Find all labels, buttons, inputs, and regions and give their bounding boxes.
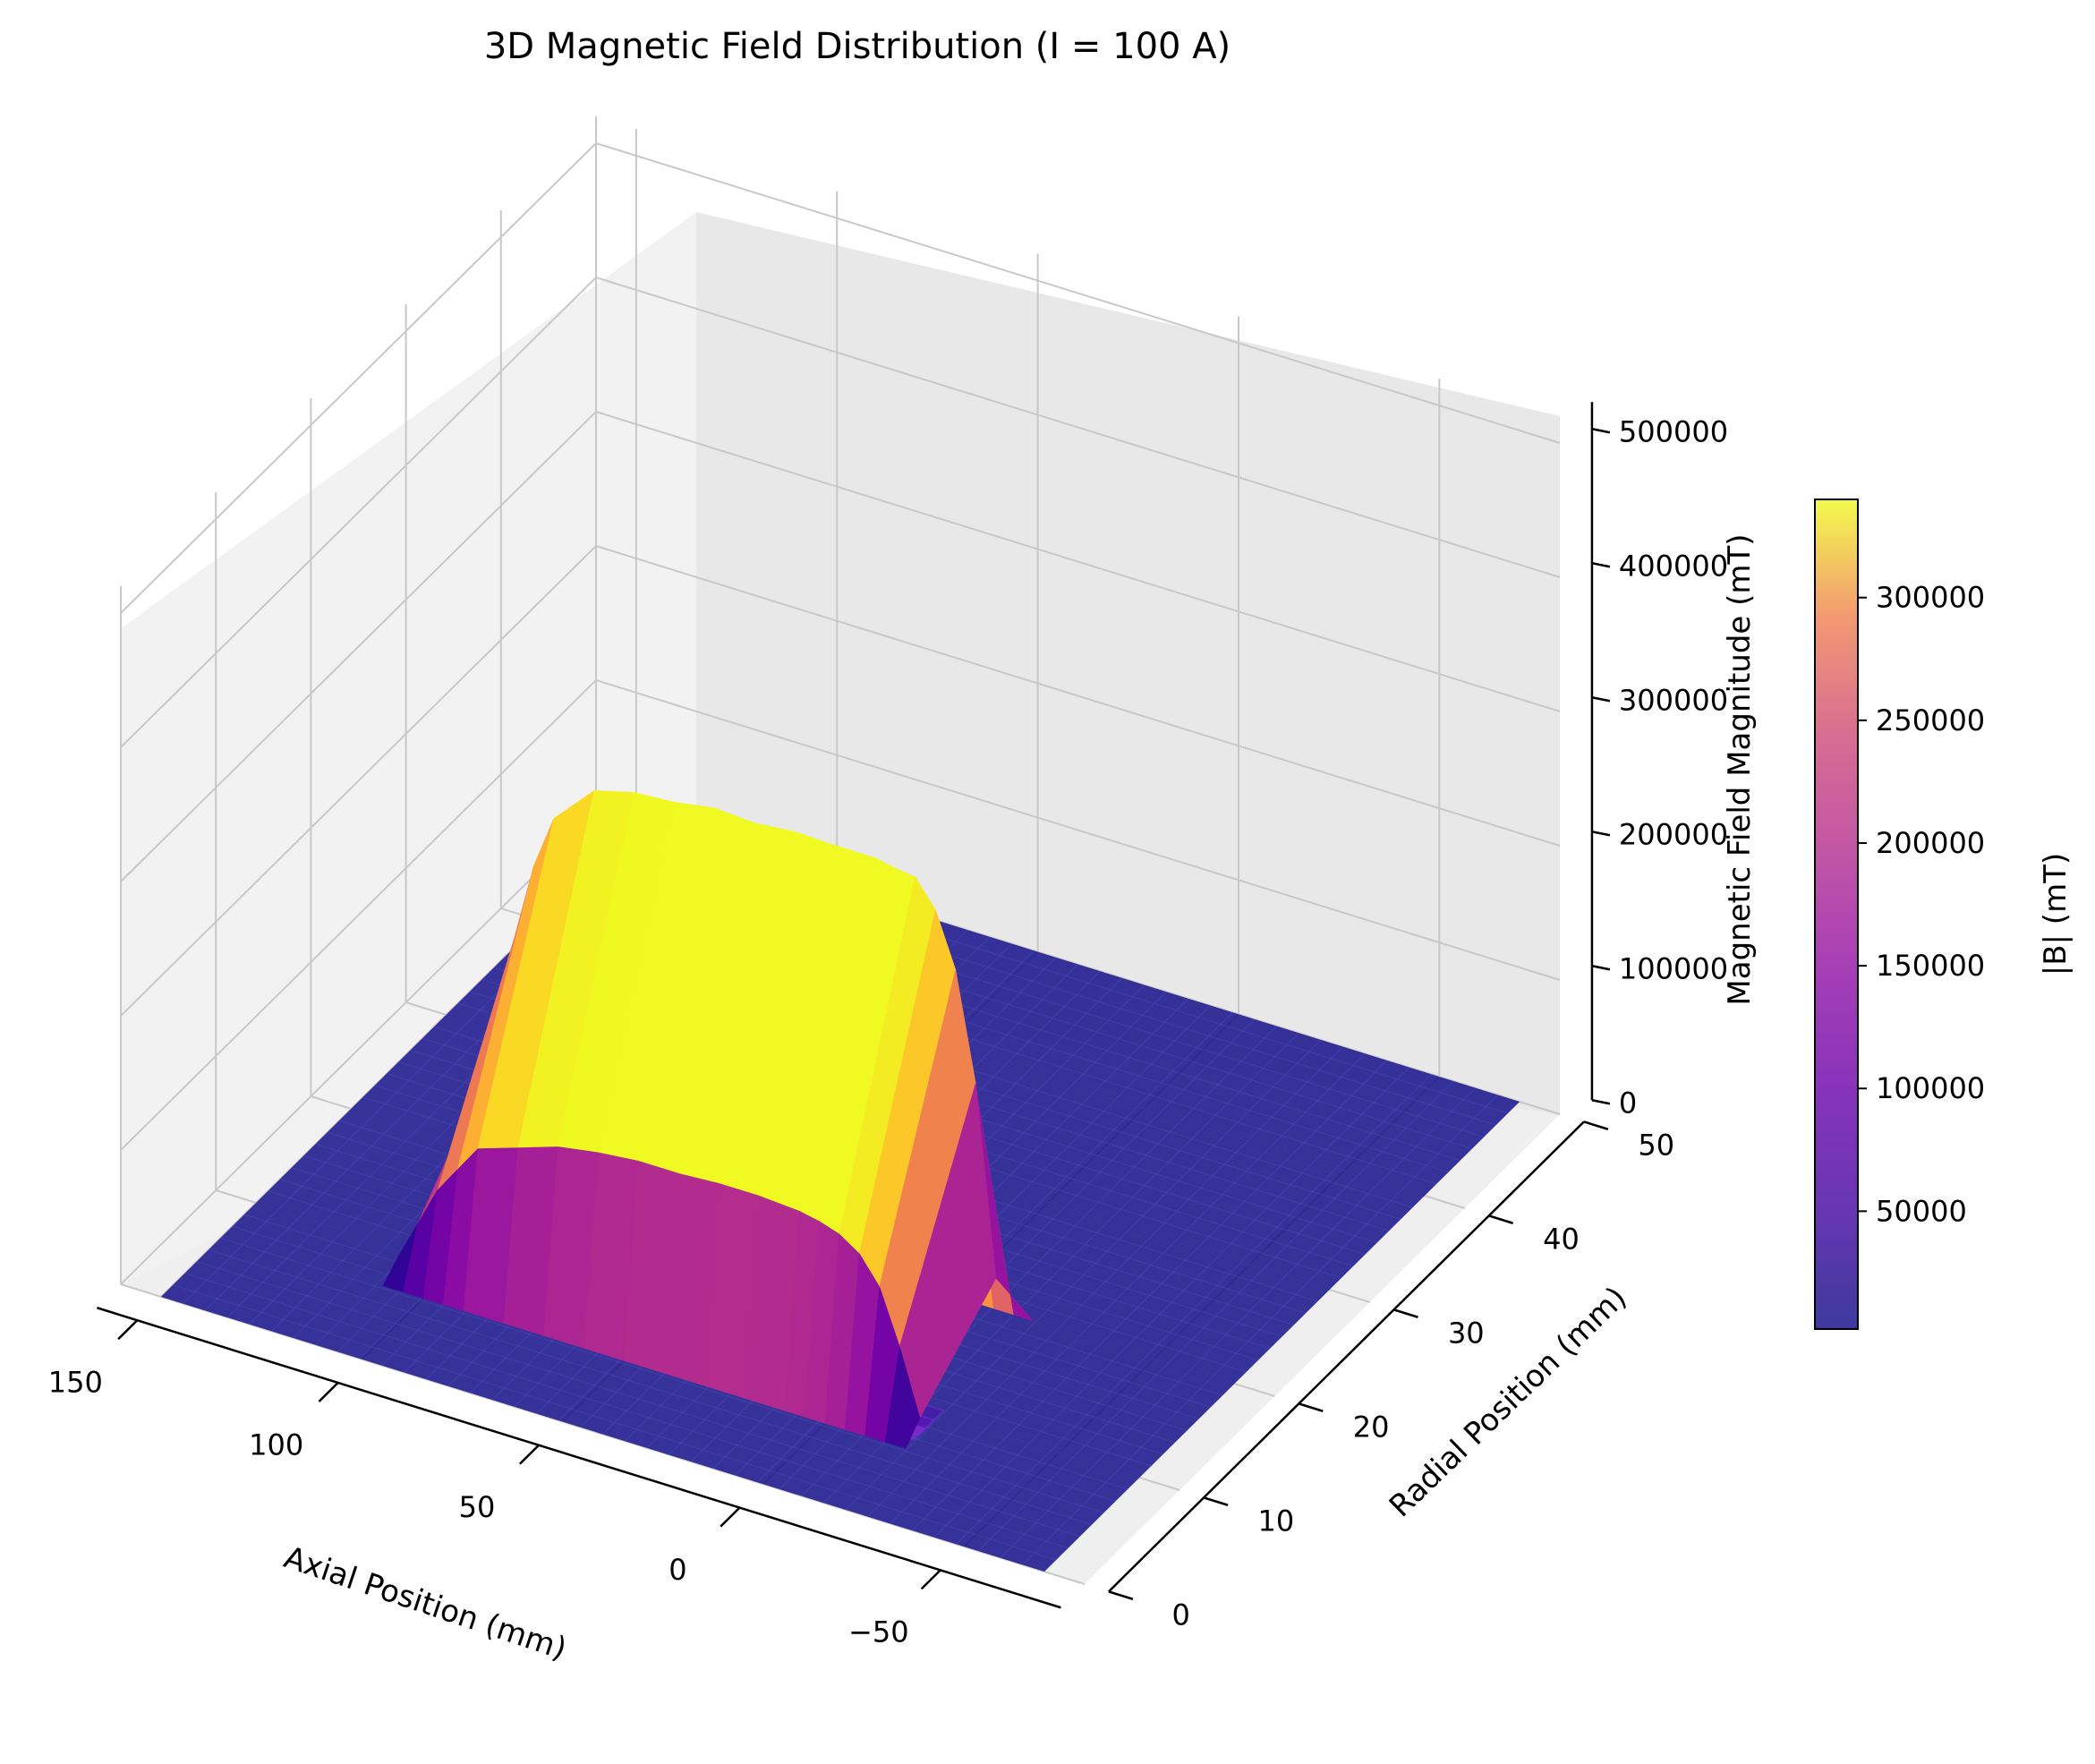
z-tick — [1591, 562, 1611, 568]
x-tick — [117, 1319, 139, 1341]
surface-mesh-line — [1000, 1087, 1477, 1559]
surface-mesh-line — [977, 1080, 1454, 1552]
colorbar-label: |B| (mT) — [2038, 853, 2074, 976]
colorbar-tick-label: 100000 — [1876, 1071, 1985, 1105]
colorbar-tick-label: 200000 — [1876, 826, 1985, 860]
surface-facet — [884, 1347, 921, 1449]
surface-mesh-line — [845, 1039, 1322, 1511]
x-tick — [318, 1382, 339, 1402]
colorbar-tick-label: 50000 — [1876, 1194, 1967, 1228]
x-tick-label: −50 — [848, 1615, 909, 1649]
z-tick-label: 300000 — [1619, 683, 1728, 717]
y-tick — [1108, 1590, 1134, 1600]
z-tick — [1591, 428, 1611, 434]
z-tick-label: 400000 — [1619, 549, 1728, 583]
x-tick — [518, 1444, 540, 1465]
y-tick — [1583, 1121, 1609, 1130]
y-tick-label: 10 — [1258, 1504, 1295, 1538]
z-gridline — [120, 678, 1561, 1151]
y-tick — [1488, 1214, 1514, 1224]
x-tick — [920, 1569, 941, 1590]
z-gridline — [120, 410, 1561, 882]
x-tick-label: 50 — [459, 1490, 496, 1524]
z-tick — [1591, 696, 1611, 703]
surface-mesh-line — [184, 1273, 1069, 1549]
z-axis-label: Magnetic Field Magnitude (mT) — [1722, 533, 1758, 1005]
y-tick — [1298, 1402, 1324, 1412]
colorbar-tick-label: 300000 — [1876, 581, 1985, 615]
colorbar-tick-label: 150000 — [1876, 949, 1985, 983]
surface-mesh-line — [1022, 1095, 1498, 1565]
x-tick-label: 0 — [669, 1553, 686, 1587]
z-tick — [1591, 831, 1611, 837]
colorbar: 50000 100000 150000 200000 250000 300000 |B| (… — [1814, 499, 2074, 1330]
y-tick — [1203, 1496, 1229, 1506]
surface-mesh-line — [933, 1067, 1410, 1538]
y-tick-label: 0 — [1172, 1598, 1190, 1632]
y-axis-line — [1108, 1121, 1585, 1593]
colorbar-tick-label: 250000 — [1876, 703, 1985, 737]
z-tick-label: 100000 — [1619, 951, 1728, 985]
surface-mesh-line — [196, 1261, 1081, 1538]
colorbar-gradient — [1814, 499, 1859, 1330]
surface-mesh-line — [890, 1052, 1366, 1524]
surface-mesh-line — [911, 1060, 1388, 1531]
surface-mesh-line — [220, 1237, 1104, 1513]
x-tick-label: 150 — [48, 1365, 103, 1399]
z-tick — [1591, 965, 1611, 971]
x-tick-label: 100 — [249, 1427, 303, 1461]
y-tick-label: 20 — [1353, 1410, 1390, 1444]
surface-mesh-line — [208, 1248, 1093, 1526]
y-tick-label: 30 — [1448, 1317, 1485, 1351]
z-gridline — [120, 544, 1561, 1017]
z-tick — [1591, 1099, 1611, 1105]
surface-mesh-line — [173, 1284, 1057, 1561]
z-tick-label: 500000 — [1619, 414, 1728, 448]
x-axis-label: Axial Position (mm) — [279, 1539, 571, 1667]
chart-title: 3D Magnetic Field Distribution (I = 100 … — [484, 26, 1231, 67]
x-axis-line — [97, 1307, 1061, 1609]
y-tick — [1393, 1308, 1418, 1318]
z-tick-label: 200000 — [1619, 817, 1728, 851]
field-surface — [160, 789, 1520, 1572]
z-gridline — [120, 276, 1561, 748]
x-tick — [720, 1506, 741, 1528]
z-tick-label: 0 — [1619, 1086, 1637, 1120]
y-tick-label: 50 — [1638, 1129, 1674, 1163]
z-gridline — [120, 141, 1561, 614]
surface-mesh-line — [956, 1073, 1432, 1545]
surface-mesh-line — [867, 1046, 1344, 1517]
y-tick-label: 40 — [1543, 1223, 1580, 1257]
surface-facet — [975, 1084, 1035, 1322]
y-axis-label: Radial Position (mm) — [1383, 1280, 1634, 1524]
